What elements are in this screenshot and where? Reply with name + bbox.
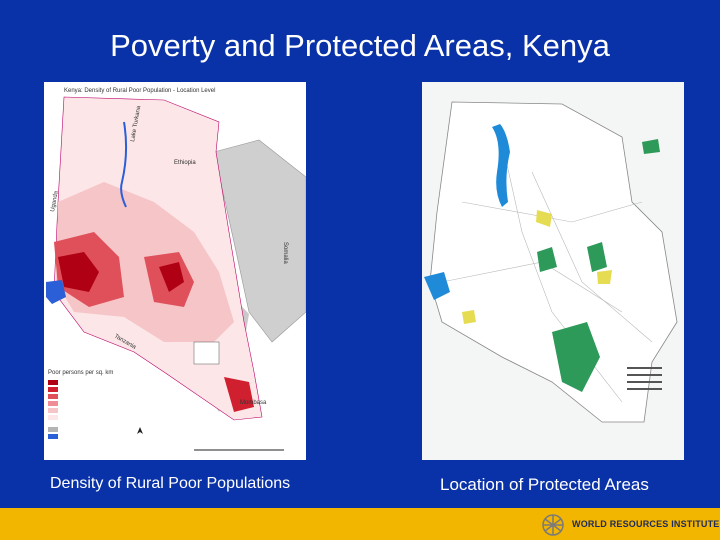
lake-victoria	[424, 272, 450, 300]
label-ethiopia: Ethiopia	[174, 160, 196, 166]
map-header: Kenya: Density of Rural Poor Population …	[64, 88, 215, 94]
label-mombasa: Mombasa	[240, 400, 267, 406]
somalia-region	[213, 139, 306, 343]
park-labels	[627, 367, 662, 390]
org-name: WORLD RESOURCES INSTITUTE	[572, 519, 720, 529]
label-somalia: Somalia	[282, 242, 288, 264]
poverty-map-svg: Kenya: Density of Rural Poor Population …	[46, 88, 306, 451]
legend-swatch-nodata	[48, 427, 58, 432]
legend-swatch-6	[48, 415, 58, 420]
poverty-high-zone-central	[159, 262, 184, 292]
lake-victoria	[46, 280, 66, 304]
protected-map-svg	[424, 101, 678, 423]
protected-areas-map	[422, 82, 684, 460]
right-map-caption: Location of Protected Areas	[440, 475, 649, 494]
wri-logo-icon	[542, 514, 564, 536]
slide-title: Poverty and Protected Areas, Kenya	[110, 28, 610, 63]
legend-swatch-1	[48, 380, 58, 385]
legend-swatch-water	[48, 434, 58, 439]
rural-poverty-density-map: Kenya: Density of Rural Poor Population …	[44, 82, 306, 460]
poverty-high-zone-west	[58, 252, 99, 292]
left-map-caption: Density of Rural Poor Populations	[50, 475, 291, 492]
protected-area-tsavo	[552, 322, 600, 392]
north-arrow-icon	[137, 427, 143, 434]
lake-turkana	[492, 124, 510, 207]
footer-bar	[0, 508, 720, 540]
legend-title: Poor persons per sq. km	[48, 370, 113, 376]
poverty-high-zone-coast	[224, 377, 254, 412]
reserve-mara	[462, 310, 476, 324]
reserve-samburu	[536, 210, 552, 227]
legend-swatch-4	[48, 401, 58, 406]
legend-swatch-3	[48, 394, 58, 399]
park-hatch	[193, 341, 220, 365]
reserve-east	[597, 270, 612, 284]
protected-area-north	[642, 139, 660, 154]
protected-area-meru	[587, 242, 607, 272]
legend-swatch-2	[48, 387, 58, 392]
protected-area-central	[537, 247, 557, 272]
label-uganda: Uganda	[50, 190, 60, 212]
legend-swatch-5	[48, 408, 58, 413]
lake-turkana	[120, 121, 128, 208]
